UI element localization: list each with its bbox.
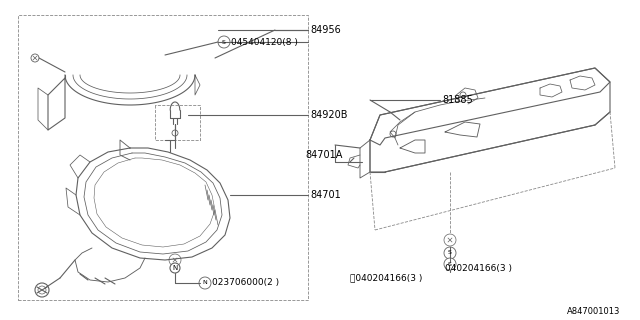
Circle shape (170, 263, 180, 273)
Circle shape (31, 54, 39, 62)
Circle shape (172, 130, 178, 136)
Text: 84701A: 84701A (305, 150, 342, 160)
Text: N: N (172, 265, 178, 271)
Text: A847001013: A847001013 (566, 308, 620, 316)
Text: Ⓢ040204166(3 ): Ⓢ040204166(3 ) (350, 274, 422, 283)
Circle shape (35, 283, 49, 297)
Circle shape (444, 258, 456, 270)
Text: 84701: 84701 (310, 190, 340, 200)
Circle shape (199, 277, 211, 289)
Circle shape (171, 256, 179, 264)
Text: 045404120(8 ): 045404120(8 ) (231, 37, 298, 46)
Text: 81885: 81885 (442, 95, 473, 105)
Circle shape (446, 236, 454, 244)
Text: 84920B: 84920B (310, 110, 348, 120)
Text: S: S (222, 39, 226, 44)
Circle shape (444, 247, 456, 259)
Circle shape (444, 234, 456, 246)
Bar (18, 15, 308, 300)
Text: 84956: 84956 (310, 25, 340, 35)
Text: S: S (448, 261, 452, 267)
Circle shape (218, 36, 230, 48)
Text: S: S (448, 251, 452, 255)
Text: N: N (203, 281, 207, 285)
Circle shape (460, 92, 466, 98)
Text: 040204166(3 ): 040204166(3 ) (445, 263, 512, 273)
Circle shape (390, 131, 396, 137)
Text: 023706000(2 ): 023706000(2 ) (212, 278, 279, 287)
Circle shape (169, 254, 181, 266)
Circle shape (38, 286, 46, 294)
